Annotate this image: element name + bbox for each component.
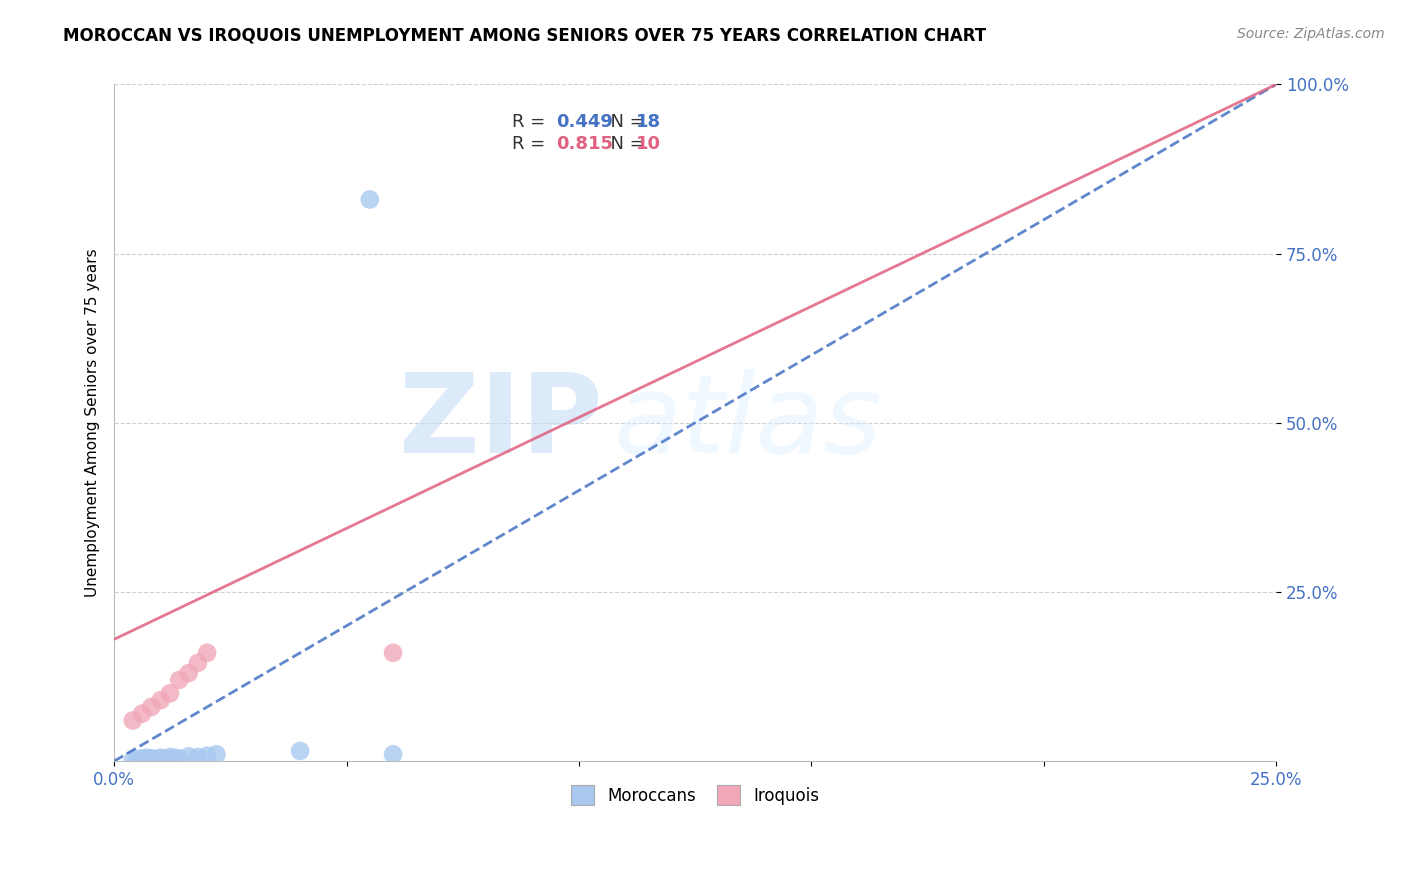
Point: [167, 751, 190, 765]
Point: [167, 673, 190, 687]
Point: [288, 744, 311, 758]
Text: MOROCCAN VS IROQUOIS UNEMPLOYMENT AMONG SENIORS OVER 75 YEARS CORRELATION CHART: MOROCCAN VS IROQUOIS UNEMPLOYMENT AMONG …: [63, 27, 987, 45]
Text: atlas: atlas: [614, 369, 883, 476]
Text: ZIP: ZIP: [399, 369, 602, 476]
Point: [163, 750, 186, 764]
Legend: Moroccans, Iroquois: Moroccans, Iroquois: [562, 777, 828, 814]
Point: [149, 693, 172, 707]
Point: [141, 700, 163, 714]
Point: [145, 752, 167, 766]
Point: [121, 753, 143, 767]
Point: [127, 752, 149, 766]
Point: [195, 748, 218, 763]
Point: [131, 706, 153, 721]
Point: [382, 747, 405, 762]
Point: [382, 646, 405, 660]
Point: [187, 656, 209, 670]
Point: [359, 193, 381, 207]
Text: N =: N =: [599, 135, 650, 153]
Text: Source: ZipAtlas.com: Source: ZipAtlas.com: [1237, 27, 1385, 41]
Point: [159, 686, 181, 700]
Point: [155, 751, 177, 765]
Text: R =: R =: [512, 135, 557, 153]
Text: N =: N =: [599, 112, 650, 130]
Text: 10: 10: [636, 135, 661, 153]
Point: [159, 750, 181, 764]
Y-axis label: Unemployment Among Seniors over 75 years: Unemployment Among Seniors over 75 years: [86, 249, 100, 597]
Point: [177, 749, 200, 764]
Point: [141, 751, 163, 765]
Text: 0.449: 0.449: [555, 112, 613, 130]
Text: R =: R =: [512, 112, 557, 130]
Point: [131, 751, 153, 765]
Point: [135, 750, 157, 764]
Text: 18: 18: [636, 112, 661, 130]
Point: [121, 714, 143, 728]
Point: [187, 750, 209, 764]
Point: [177, 666, 200, 681]
Point: [205, 747, 228, 762]
Point: [149, 750, 172, 764]
Text: 0.815: 0.815: [555, 135, 613, 153]
Point: [195, 646, 218, 660]
